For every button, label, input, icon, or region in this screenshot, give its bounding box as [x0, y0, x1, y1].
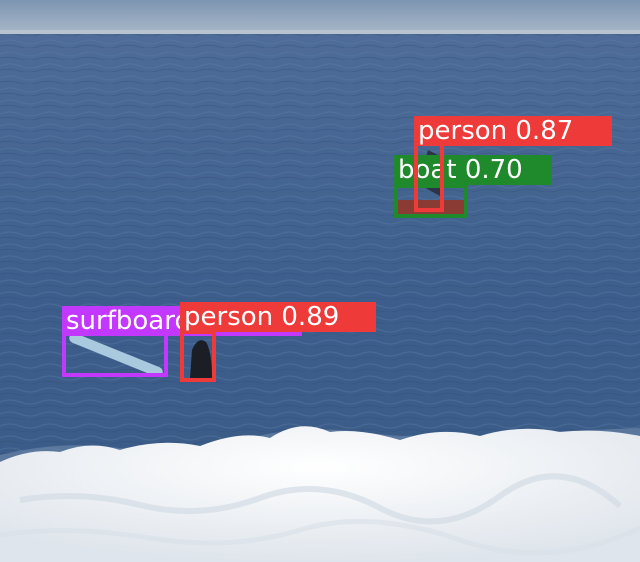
bounding-box-person-2 [414, 142, 444, 212]
foam-texture-2 [0, 519, 640, 556]
bounding-box-person-1 [180, 330, 216, 382]
confidence-score: 0.70 [464, 155, 523, 185]
label-tag-boat: boat 0.70 [394, 155, 552, 185]
breaking-wave-foam [0, 426, 640, 562]
class-label: surfboard [66, 306, 191, 336]
label-tag-person-1: person 0.89 [180, 302, 376, 332]
horizon-line [0, 30, 640, 35]
class-label: person [418, 116, 508, 146]
surfboard-shape [69, 333, 163, 377]
bounding-box-surfboard [62, 332, 168, 377]
class-label: person [184, 302, 274, 332]
surfer-figure [190, 340, 212, 378]
confidence-score: 0.89 [281, 302, 340, 332]
bounding-box-boat [394, 184, 468, 218]
label-tag-person-2: person 0.87 [414, 116, 612, 146]
foam-texture [19, 473, 623, 525]
class-label: boat [398, 155, 457, 185]
confidence-score: 0.87 [515, 116, 574, 146]
sky-band [0, 0, 640, 34]
